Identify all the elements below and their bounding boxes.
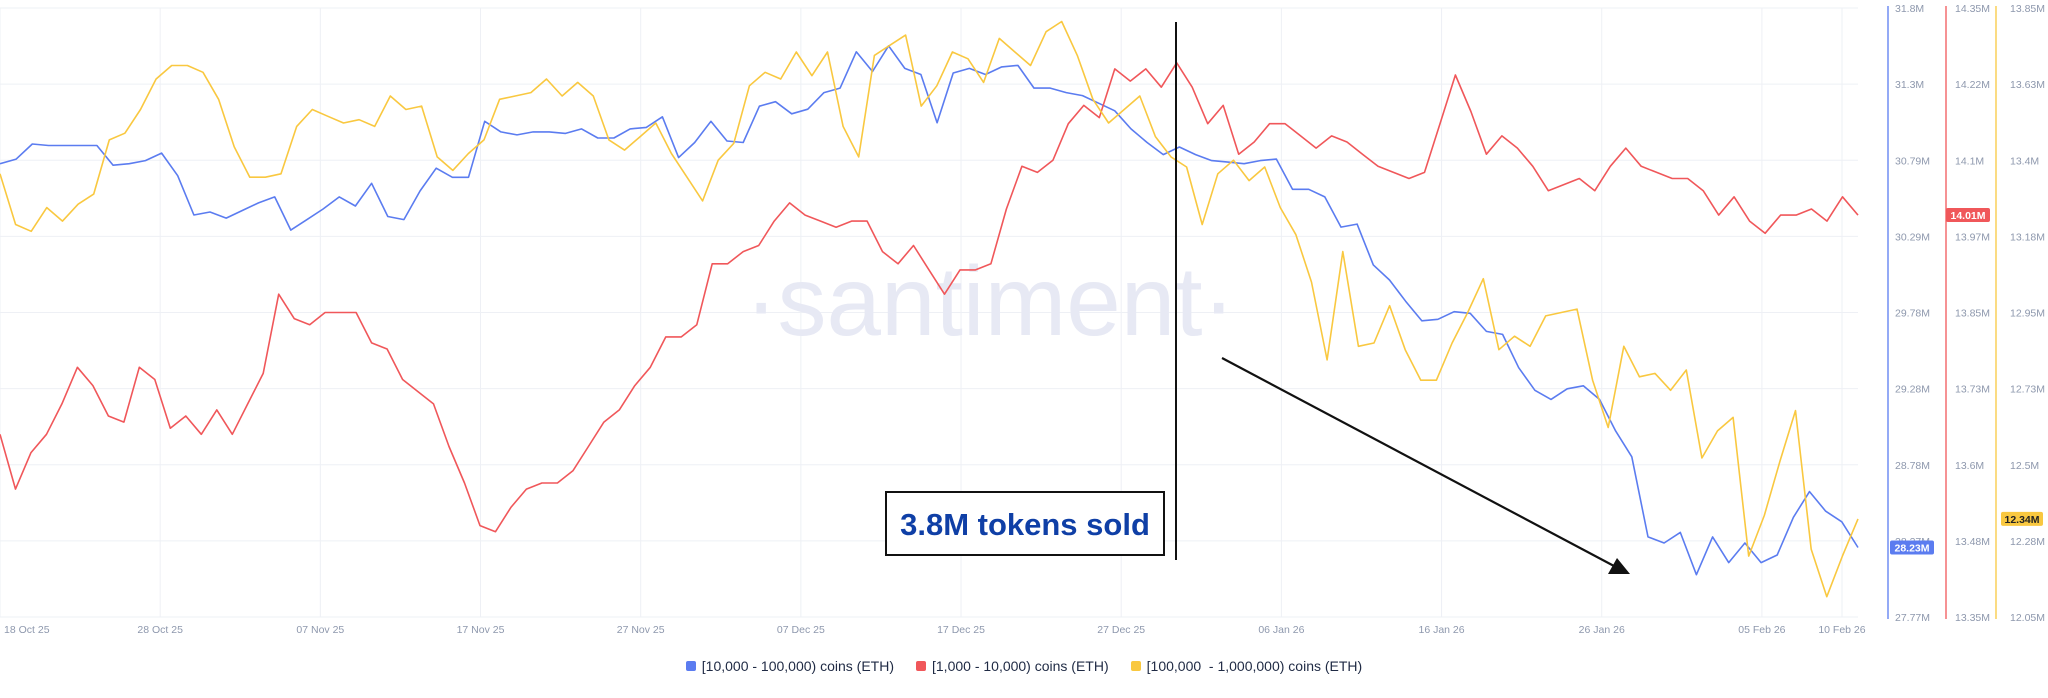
red-axis-tick-label: 13.6M	[1955, 460, 1984, 472]
x-axis-tick-label: 10 Feb 26	[1818, 624, 1865, 636]
yellow-axis-tick-label: 13.18M	[2010, 231, 2045, 243]
series-line-red	[0, 61, 1859, 533]
x-axis-tick-label: 06 Jan 26	[1258, 624, 1304, 636]
legend: [10,000 - 100,000) coins (ETH) [1,000 - …	[0, 656, 2048, 676]
yellow-axis-tick-label: 13.63M	[2010, 79, 2045, 91]
yellow-axis-tick-label: 12.73M	[2010, 384, 2045, 396]
blue-axis-tick-label: 30.29M	[1895, 231, 1930, 243]
yellow-axis-tick-label: 13.4M	[2010, 155, 2039, 167]
yellow-axis-tick-label: 13.85M	[2010, 3, 2045, 15]
blue-axis-tick-label: 29.78M	[1895, 308, 1930, 320]
yellow-current-badge	[2001, 511, 2043, 526]
red-axis-tick-label: 14.1M	[1955, 155, 1984, 167]
legend-item-yellow[interactable]: [100,000 - 1,000,000) coins (ETH)	[1130, 658, 1363, 674]
x-axis-tick-label: 05 Feb 26	[1738, 624, 1785, 636]
trend-arrow-head	[1608, 558, 1630, 574]
legend-swatch-blue	[685, 661, 696, 671]
red-axis-tick-label: 13.85M	[1955, 308, 1990, 320]
red-axis-tick-label: 13.35M	[1955, 612, 1990, 624]
red-axis-tick-label: 13.73M	[1955, 384, 1990, 396]
red-current-badge	[1946, 208, 1990, 223]
yellow-current-value: 12.34M	[2004, 514, 2039, 526]
x-axis-tick-label: 17 Nov 25	[457, 624, 505, 636]
legend-item-red[interactable]: [1,000 - 10,000) coins (ETH)	[916, 658, 1109, 674]
blue-axis-tick-label: 28.78M	[1895, 460, 1930, 472]
x-axis-tick-label: 26 Jan 26	[1579, 624, 1625, 636]
red-axis-tick-label: 13.97M	[1955, 231, 1990, 243]
red-axis-tick-label: 13.48M	[1955, 536, 1990, 548]
series-line-blue	[0, 44, 1859, 576]
x-axis-tick-label: 27 Dec 25	[1097, 624, 1145, 636]
x-axis-tick-label: 28 Oct 25	[137, 624, 183, 636]
x-axis-tick-label: 17 Dec 25	[937, 624, 985, 636]
x-axis-ticks: 18 Oct 25 28 Oct 25 07 Nov 25 17 Nov 25 27 N…	[4, 624, 1866, 636]
blue-axis-tick-label: 31.3M	[1895, 79, 1924, 91]
x-axis-tick-label: 18 Oct 25	[4, 624, 50, 636]
series-line-yellow	[0, 20, 1859, 598]
blue-current-badge	[1890, 540, 1934, 555]
legend-label-yellow: [100,000 - 1,000,000) coins (ETH)	[1146, 658, 1363, 674]
x-axis-tick-label: 16 Jan 26	[1418, 624, 1464, 636]
legend-swatch-red	[916, 661, 926, 671]
blue-axis-tick-label: 27.77M	[1895, 612, 1930, 624]
annotation-box	[885, 491, 1165, 556]
yellow-axis-tick-label: 12.5M	[2010, 460, 2039, 472]
gridlines	[0, 7, 1858, 618]
current-value-badges: 28.23M 14.01M 12.34M	[1890, 208, 2043, 555]
x-axis-tick-label: 27 Nov 25	[617, 624, 665, 636]
blue-axis-tick-label: 30.79M	[1895, 155, 1930, 167]
yellow-axis-tick-label: 12.95M	[2010, 308, 2045, 320]
red-axis-tick-label: 14.35M	[1955, 3, 1990, 15]
yellow-axis-tick-label: 12.05M	[2010, 612, 2045, 624]
series-lines	[0, 20, 1859, 598]
yellow-axis-tick-label: 12.28M	[2010, 536, 2045, 548]
annotation-text: 3.8M tokens sold	[900, 507, 1150, 542]
x-axis-tick-label: 07 Dec 25	[777, 624, 825, 636]
blue-axis-tick-label: 31.8M	[1895, 3, 1924, 15]
blue-current-value: 28.23M	[1894, 542, 1929, 554]
trend-arrow-line	[1221, 357, 1615, 567]
legend-swatch-yellow	[1130, 661, 1141, 671]
x-axis-tick-label: 07 Nov 25	[296, 624, 344, 636]
red-current-value: 14.01M	[1950, 210, 1985, 222]
legend-item-blue[interactable]: [10,000 - 100,000) coins (ETH)	[685, 658, 894, 674]
watermark: ·santiment·	[745, 246, 1235, 356]
legend-label-red: [1,000 - 10,000) coins (ETH)	[932, 658, 1109, 674]
red-axis-tick-label: 14.22M	[1955, 79, 1990, 91]
legend-label-blue: [10,000 - 100,000) coins (ETH)	[701, 658, 894, 674]
blue-axis-tick-label: 29.28M	[1895, 384, 1930, 396]
y-axis-ticks: 31.8M 31.3M 30.79M 30.29M 29.78M 29.28M 28.78M…	[1887, 3, 2045, 624]
